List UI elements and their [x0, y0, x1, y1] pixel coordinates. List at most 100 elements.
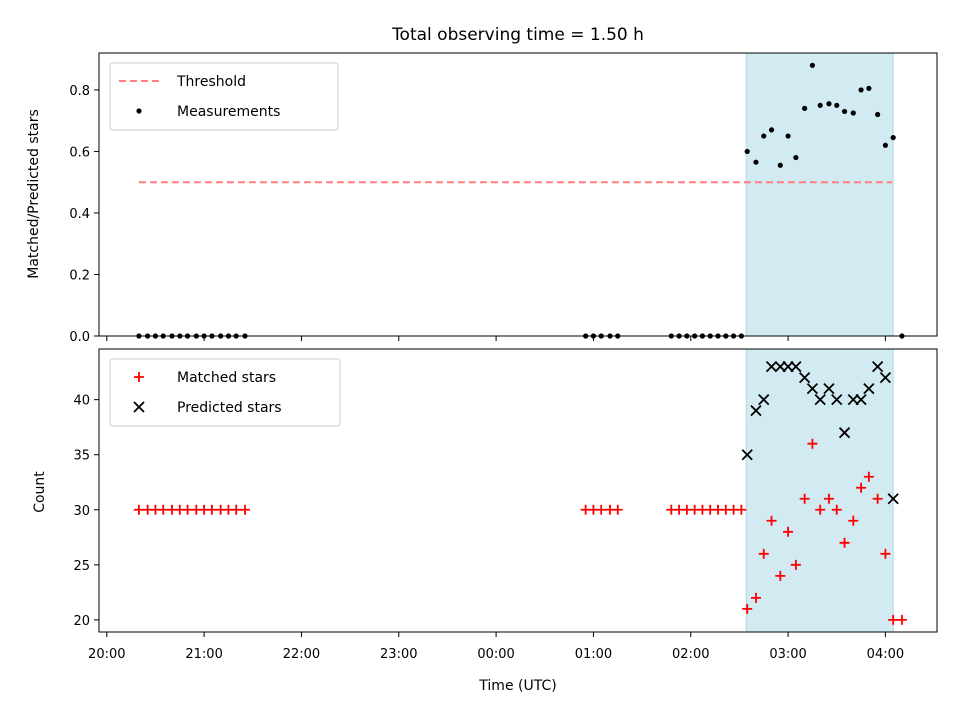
bottom-matched-stars-point: [896, 614, 907, 625]
top-axes-frame: [98, 52, 938, 337]
top-legend-label: Threshold: [176, 74, 246, 90]
bottom-predicted-stars-point: [879, 371, 892, 384]
bottom-matched-stars-point: [880, 548, 891, 559]
top-y-axis-label: Matched/Predicted stars: [26, 109, 42, 279]
top-measurements-point: [834, 102, 840, 108]
bottom-matched-stars-point: [856, 482, 867, 493]
top-measurements-point: [753, 159, 759, 165]
bottom-matched-stars-point: [783, 526, 794, 537]
bottom-predicted-stars-point: [806, 383, 819, 395]
bottom-matched-stars-point: [863, 471, 874, 482]
bottom-legend-label: Matched stars: [177, 370, 276, 386]
bottom-matched-stars-point: [750, 592, 761, 603]
bottom-predicted-stars-point: [790, 360, 802, 373]
bottom-predicted-stars-point: [765, 360, 778, 373]
bottom-y-axis-label: Count: [32, 471, 48, 513]
bottom-matched-stars-point: [133, 504, 144, 515]
top-measurements-point: [768, 127, 775, 133]
bottom-matched-stars-point: [848, 515, 859, 526]
top-measurements-point: [850, 110, 856, 116]
bottom-predicted-stars-point: [823, 383, 835, 395]
bottom-matched-stars-point: [758, 548, 769, 559]
bottom-matched-stars-point: [766, 515, 777, 526]
top-measurements-point: [890, 134, 896, 141]
bottom-legend-box: [109, 358, 341, 427]
bottom-matched-stars-point: [888, 614, 899, 625]
bottom-predicted-stars-point: [758, 394, 770, 406]
bottom-predicted-stars-point: [871, 360, 884, 373]
bottom-x-tick-label: 23:00: [380, 647, 417, 662]
bottom-predicted-stars-point: [814, 394, 826, 406]
bottom-predicted-stars-point: [831, 394, 843, 406]
bottom-predicted-stars-point: [798, 371, 811, 384]
bottom-matched-stars-point: [799, 493, 810, 504]
bottom-x-tick-label: 20:00: [88, 647, 125, 662]
bottom-predicted-stars-point: [750, 405, 762, 417]
bottom-matched-stars-point: [158, 504, 169, 515]
bottom-matched-stars-point: [742, 603, 753, 614]
bottom-x-tick-label: 02:00: [672, 647, 709, 662]
bottom-predicted-stars-point: [741, 449, 753, 461]
top-shaded-interval: [745, 52, 894, 337]
bottom-legend-label: Predicted stars: [177, 400, 282, 416]
top-measurements-point: [809, 62, 816, 68]
top-measurements-point: [777, 162, 783, 168]
bottom-matched-stars-point: [831, 504, 842, 515]
top-measurements-point: [882, 142, 889, 148]
bottom-x-tick-label: 21:00: [185, 647, 222, 662]
bottom-matched-stars-point: [239, 504, 250, 515]
bottom-matched-stars-point: [775, 570, 786, 581]
bottom-y-tick-label: 40: [73, 394, 90, 409]
bottom-predicted-stars-point: [863, 383, 875, 395]
bottom-matched-stars-point: [790, 559, 801, 570]
top-legend-box: [109, 62, 339, 131]
top-legend-label: Measurements: [177, 104, 280, 120]
bottom-predicted-stars-point: [838, 427, 851, 439]
top-legend-marker: [136, 108, 142, 114]
bottom-y-tick-label: 25: [73, 559, 90, 574]
bottom-shaded-interval: [745, 348, 894, 633]
bottom-panel: 20 25 30 35 40 20:00 21:00 22:00 23:00 00:00 01:00…: [73, 348, 938, 662]
bottom-axes-frame: [98, 348, 938, 633]
bottom-x-tick-label: 01:00: [575, 647, 612, 662]
bottom-legend-marker: [134, 372, 144, 382]
bottom-matched-stars-point: [206, 504, 217, 515]
top-y-tick-label: 0.8: [69, 84, 90, 99]
bottom-matched-stars-point: [872, 493, 883, 504]
bottom-matched-stars-point: [807, 438, 818, 449]
top-measurements-point: [841, 108, 848, 115]
bottom-x-tick-label: 04:00: [867, 647, 904, 662]
bottom-matched-stars-point: [231, 504, 242, 515]
top-measurements-point: [761, 133, 767, 139]
top-measurements-point: [793, 154, 799, 161]
top-measurements-point: [744, 148, 750, 155]
top-legend: Threshold Measurements: [109, 62, 339, 131]
top-y-tick-label: 0.6: [69, 145, 90, 160]
top-measurements-point: [866, 85, 872, 91]
top-measurements-point: [826, 101, 832, 107]
top-measurements-point: [817, 102, 823, 108]
bottom-matched-stars-point: [839, 537, 850, 548]
bottom-y-tick-label: 30: [73, 504, 90, 519]
top-measurements-point: [858, 87, 864, 93]
bottom-y-tick-label: 35: [73, 449, 90, 464]
top-measurements-point: [875, 111, 881, 118]
bottom-matched-stars-point: [815, 504, 826, 515]
top-y-tick-label: 0.0: [69, 330, 90, 345]
bottom-x-tick-label: 03:00: [769, 647, 806, 662]
top-measurements-point: [785, 133, 791, 139]
chart-title: Total observing time = 1.50 h: [391, 25, 644, 45]
bottom-matched-stars-point: [596, 504, 607, 515]
top-measurements-point: [802, 105, 808, 111]
top-y-tick-label: 0.4: [69, 207, 90, 222]
top-y-tick-label: 0.2: [69, 268, 90, 283]
bottom-legend: Matched stars Predicted stars: [109, 358, 341, 427]
bottom-x-tick-label: 22:00: [283, 647, 320, 662]
bottom-matched-stars-point: [182, 504, 193, 515]
bottom-legend-marker: [133, 401, 145, 413]
bottom-matched-stars-point: [612, 504, 623, 515]
bottom-y-tick-label: 20: [73, 614, 90, 629]
top-panel: 0.0 0.2 0.4 0.6 0.8 Threshold Measurements: [69, 52, 938, 345]
x-axis-label: Time (UTC): [478, 678, 556, 694]
